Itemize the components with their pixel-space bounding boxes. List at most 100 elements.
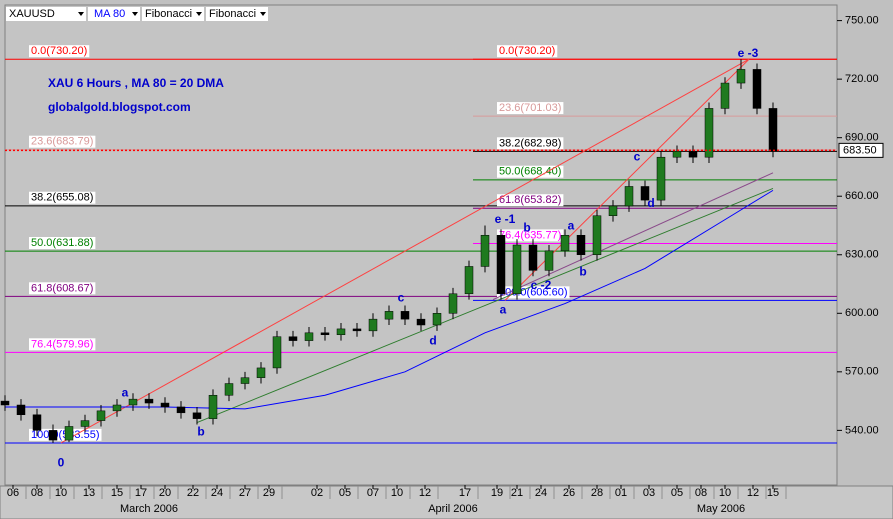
ma-line [5,189,774,410]
x-tick-label: 05 [339,487,351,499]
toolbar-item[interactable] [88,7,140,21]
x-tick-label: 07 [367,487,379,499]
x-tick-label: 12 [419,487,431,499]
candle-body [416,318,426,326]
toolbar-item[interactable] [206,7,268,21]
wave-label: c [634,149,641,163]
fib-label-bg [497,229,564,242]
y-tick-label: 600.00 [845,307,879,319]
x-tick-label: 15 [767,487,779,499]
trend-line [196,187,774,424]
toolbar[interactable]: XAUUSD MA 80 Fibonacci Fibonacci [6,7,268,21]
candle-body [16,404,26,416]
candle-body [64,426,74,441]
x-tick-label: 13 [83,487,95,499]
y-tick-label: 660.00 [845,190,879,202]
last-price-label: 683.50 [843,144,877,156]
x-tick-label: 10 [391,487,403,499]
fib-label: 76.4(579.96) [31,338,93,350]
candle-body [528,244,538,271]
candle-body [224,383,234,396]
wave-label: c -2 [531,278,552,292]
candle-body [80,420,90,427]
x-tick-label: 17 [135,487,147,499]
candle-body [560,234,570,252]
fib-label: 38.2(682.98) [499,137,561,149]
fib-label-bg [29,135,96,148]
candle-body [96,410,106,421]
candle-body [352,328,362,332]
candle-body [272,336,282,369]
chart-title: XAU 6 Hours , MA 80 = 20 DMA [48,76,224,90]
y-tick-label: 570.00 [845,366,879,378]
candle-body [496,234,506,295]
candle-body [192,412,202,419]
toolbar-item[interactable] [6,7,86,21]
fib-label: 38.2(655.08) [31,192,93,204]
candle-body [32,414,42,431]
fib-label: 50.0(668.40) [499,166,561,178]
fib-label: 0.0(730.20) [499,45,555,57]
chart-subtitle: globalgold.blogspot.com [48,100,191,114]
month-label: March 2006 [120,503,178,515]
candle-body [144,398,154,404]
wave-label: e -3 [738,46,759,60]
candle-body [304,332,314,341]
y-tick-label: 630.00 [845,249,879,261]
y-tick-label: 690.00 [845,132,879,144]
fib-label: 61.8(608.67) [31,282,93,294]
candle-body [288,336,298,341]
toolbar-item[interactable] [142,7,204,21]
plot-area [4,4,838,486]
toolbar-label: Fibonacci [209,8,256,20]
wave-label: e -1 [495,212,516,226]
wave-label: a [122,385,129,399]
wave-label: a [500,303,507,317]
candle-body [672,151,682,158]
candle-body [608,205,618,216]
x-tick-label: 12 [747,487,759,499]
candle-body [464,266,474,295]
fib-label: 0.0(730.20) [31,45,87,57]
wave-label: 0 [58,456,65,470]
toolbar-label: XAUUSD [9,8,55,20]
candle-body [400,311,410,320]
candle-body [432,313,442,326]
candle-body [208,394,218,419]
x-tick-label: 27 [239,487,251,499]
x-tick-label: 24 [211,487,223,499]
x-tick-label: 01 [615,487,627,499]
trend-line [60,58,750,444]
candle-body [384,311,394,320]
candle-body [160,402,170,408]
x-tick-label: 29 [263,487,275,499]
candle-body [640,186,650,201]
fib-label: 23.6(701.03) [499,102,561,114]
fib-label-bg [29,191,96,204]
candle-body [48,430,58,441]
x-tick-label: 08 [695,487,707,499]
candle-body [256,367,266,378]
candle-body [720,82,730,109]
fib-label: 50.0(631.88) [31,237,93,249]
y-tick-label: 540.00 [845,424,879,436]
trend-line [492,172,774,301]
fib-label-bg [497,194,564,207]
x-tick-label: 15 [111,487,123,499]
x-tick-label: 17 [459,487,471,499]
candle-body [544,250,554,271]
candle-body [176,406,186,414]
candle-body [0,400,10,406]
candle-body [512,244,522,295]
wave-label: d [647,196,654,210]
x-tick-label: 21 [511,487,523,499]
wave-label: d [429,334,436,348]
candle-body [576,234,586,256]
x-tick-label: 24 [535,487,547,499]
month-label: May 2006 [697,503,745,515]
x-tick-label: 10 [719,487,731,499]
toolbar-label: Fibonacci [145,8,192,20]
x-tick-label: 10 [55,487,67,499]
fib-label-bg [29,338,96,351]
